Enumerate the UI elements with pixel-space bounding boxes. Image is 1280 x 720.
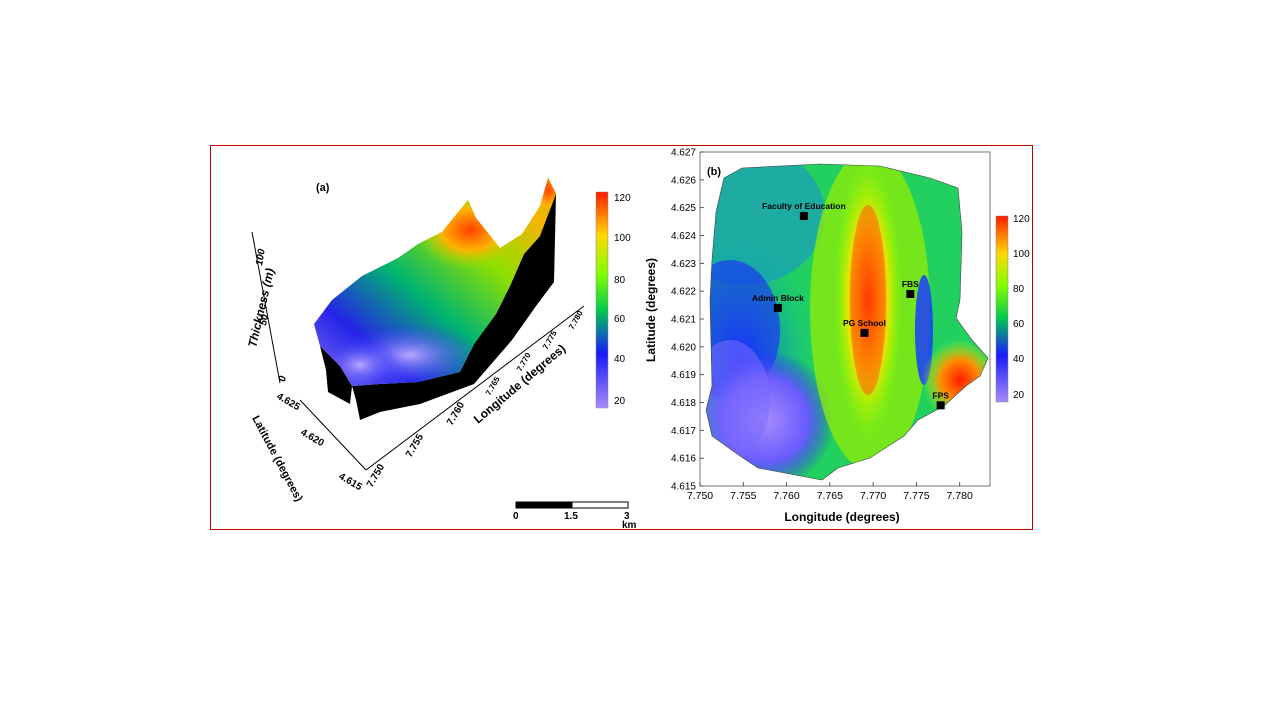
y-tick-label: 4.620 — [671, 342, 696, 353]
z-tick: 50 — [258, 313, 271, 326]
location-label: FPS — [932, 390, 949, 400]
x-tick-label: 7.770 — [860, 490, 886, 502]
x-tick-label: 7.765 — [817, 490, 843, 502]
x-axis-ticks: 7.750 7.755 7.760 7.765 7.770 7.775 7.780 — [687, 482, 973, 502]
colorbar-b-tick: 40 — [1013, 354, 1025, 365]
panel-a-3d-surface: (a) 0 50 100 Thickness (m) 4.625 4.620 4… — [245, 178, 631, 504]
panel-b-label: (b) — [707, 166, 721, 178]
lon-tick: 7.755 — [404, 432, 426, 460]
x-tick-label: 7.760 — [773, 490, 799, 502]
x-tick-label: 7.755 — [730, 490, 756, 502]
lat-axis-line — [299, 399, 367, 471]
lon-tick: 7.750 — [365, 462, 387, 490]
y-tick-label: 4.624 — [671, 231, 696, 242]
colorbar-a-tick: 100 — [614, 233, 631, 244]
colorbar-a — [595, 191, 609, 409]
x-axis-label: Longitude (degrees) — [784, 510, 899, 524]
location-marker — [906, 289, 915, 298]
colorbar-b — [995, 215, 1009, 403]
scale-bar-black — [516, 502, 572, 508]
figure-frame — [210, 145, 1033, 530]
y-tick-label: 4.617 — [671, 426, 696, 437]
x-tick-label: 7.780 — [947, 490, 973, 502]
colorbar-b-tick: 80 — [1013, 284, 1025, 295]
location-label: PG School — [843, 318, 886, 328]
lat-tick: 4.620 — [299, 427, 327, 449]
colorbar-a-tick: 40 — [614, 354, 626, 365]
colorbar-a-ticks: 120 100 80 60 40 20 — [614, 193, 631, 407]
y-tick-label: 4.626 — [671, 175, 696, 186]
x-tick-label: 7.750 — [687, 490, 713, 502]
y-tick-label: 4.615 — [671, 482, 696, 493]
y-tick-label: 4.625 — [671, 203, 696, 214]
study-area-boundary — [705, 163, 989, 481]
z-tick: 0 — [277, 375, 289, 383]
y-axis-ticks: 4.615 4.616 4.617 4.618 4.619 4.620 4.621 4.622… — [671, 148, 704, 493]
lat-tick: 4.615 — [337, 471, 365, 493]
y-tick-label: 4.627 — [671, 148, 696, 159]
scale-bar-white — [571, 501, 629, 509]
lon-tick: 7.760 — [445, 400, 467, 428]
colorbar-a-tick: 80 — [614, 275, 626, 286]
colorbar-b-tick: 60 — [1013, 319, 1025, 330]
thickness-map — [706, 164, 988, 480]
z-axis-line — [251, 231, 281, 384]
y-tick-label: 4.618 — [671, 398, 696, 409]
lon-axis-ticks: 7.750 7.755 7.760 — [365, 400, 467, 490]
location-label: FBS — [902, 279, 919, 289]
y-tick-label: 4.619 — [671, 370, 696, 381]
location-marker — [936, 401, 945, 410]
y-tick-label: 4.623 — [671, 259, 696, 270]
y-tick-label: 4.622 — [671, 287, 696, 298]
y-tick-label: 4.621 — [671, 315, 696, 326]
scale-tick: 0 — [513, 511, 519, 522]
lon-tick: 7.780 — [567, 309, 585, 331]
colorbar-b-tick: 100 — [1013, 249, 1030, 260]
colorbar-b-tick: 120 — [1013, 214, 1030, 225]
x-tick-label: 7.775 — [903, 490, 929, 502]
colorbar-a-tick: 120 — [614, 193, 631, 204]
scale-bar: 0 1.5 3 km — [513, 501, 637, 531]
z-axis-ticks: 0 50 100 — [254, 248, 289, 383]
colorbar-b-tick: 20 — [1013, 390, 1025, 401]
location-marker — [860, 328, 869, 337]
scale-tick: 3 — [624, 511, 630, 522]
y-tick-label: 4.616 — [671, 454, 696, 465]
colorbar-a-tick: 60 — [614, 314, 626, 325]
panel-b-map: (b) 7.750 7.755 7.760 7.765 7.770 7.775 7.780 … — [644, 148, 1030, 525]
lat-axis-label: Latitude (degrees) — [249, 414, 305, 504]
z-tick: 100 — [254, 248, 268, 267]
surface-side-wall-left — [320, 346, 352, 404]
location-marker — [773, 303, 782, 312]
z-axis-label: Thickness (m) — [245, 267, 277, 349]
location-label: Faculty of Education — [762, 201, 846, 211]
surface-side-wall — [352, 178, 556, 420]
panel-a-label: (a) — [316, 182, 330, 194]
location-marker — [799, 212, 808, 221]
lon-axis-line — [365, 305, 585, 471]
colorbar-b-ticks: 120 100 80 60 40 20 — [1013, 214, 1030, 401]
scale-tick: 1.5 — [564, 511, 578, 522]
scale-unit: km — [622, 520, 637, 531]
lat-tick: 4.625 — [275, 391, 303, 413]
y-axis-label: Latitude (degrees) — [644, 258, 658, 362]
location-markers: Faculty of Education Admin Block FBS PG Sch… — [752, 201, 949, 410]
location-label: Admin Block — [752, 293, 804, 303]
colorbar-a-tick: 20 — [614, 396, 626, 407]
